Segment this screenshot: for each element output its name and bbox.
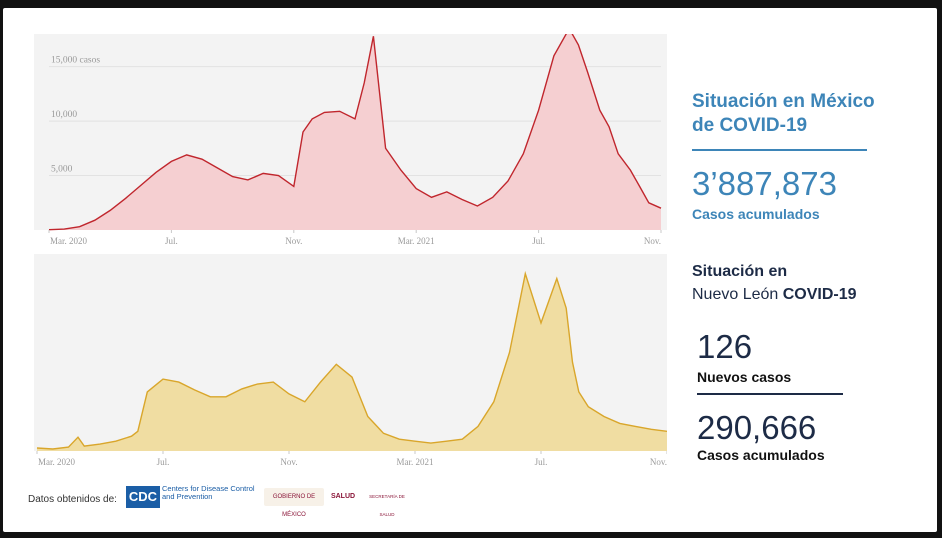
infographic-card: 5,000 10,000 15,000 casos Mar. 2020 Jul. Nov… (3, 8, 937, 532)
nl-new-label: Nuevos casos (697, 369, 792, 385)
sources-label: Datos obtenidos de: (28, 494, 117, 505)
divider (692, 149, 867, 151)
gobierno-mexico-logo: GOBIERNO DE MÉXICO (264, 488, 324, 518)
x-tick-label: Mar. 2020 (50, 236, 87, 246)
cdc-logo: CDC (126, 486, 160, 508)
nl-total-value: 290,666 (697, 409, 817, 446)
x-tick-label: Jul. (535, 457, 548, 467)
salud-logo: SALUD (330, 493, 356, 500)
sources-footer: Datos obtenidos de: CDC Centers for Dise… (28, 484, 448, 519)
divider (697, 393, 843, 395)
mexico-total-label: Casos acumulados (692, 206, 820, 222)
nl-new-value: 126 (697, 328, 753, 365)
y-tick-label: 15,000 casos (51, 56, 100, 66)
y-tick-label: 10,000 (51, 110, 77, 120)
y-tick-label: 5,000 (51, 165, 73, 175)
mexico-cases-chart: 5,000 10,000 15,000 casos Mar. 2020 Jul. Nov… (34, 34, 667, 246)
x-tick-label: Jul. (532, 236, 545, 246)
nl-title-region: Nuevo León (692, 286, 779, 303)
nl-title-line2: Nuevo León COVID-19 (692, 285, 857, 305)
mexico-title-line2: de COVID-19 (692, 115, 808, 136)
secretaria-salud-logo: SECRETARÍA DE SALUD (369, 494, 405, 517)
x-tick-label: Nov. (280, 457, 297, 467)
x-tick-label: Mar. 2020 (38, 457, 75, 467)
x-tick-label: Nov. (644, 236, 661, 246)
x-tick-label: Nov. (285, 236, 302, 246)
mexico-title-line1: Situación en México (692, 91, 875, 112)
x-tick-label: Jul. (165, 236, 178, 246)
x-tick-label: Jul. (157, 457, 170, 467)
nl-title-covid: COVID-19 (782, 286, 857, 303)
mexico-total-value: 3’887,873 (692, 165, 837, 202)
area-fill (37, 273, 667, 451)
nl-title-line1: Situación en (692, 263, 788, 280)
x-tick-label: Mar. 2021 (398, 236, 435, 246)
nuevo-leon-cases-chart: Mar. 2020 Jul. Nov. Mar. 2021 Jul. Nov. (34, 254, 667, 467)
nl-total-label: Casos acumulados (697, 447, 825, 463)
x-tick-label: Nov. (650, 457, 667, 467)
series-line (36, 270, 667, 450)
stats-panel: Situación en México de COVID-19 3’887,87… (683, 8, 933, 488)
cdc-name: Centers for Disease Control and Preventi… (162, 484, 255, 501)
series-line (48, 34, 662, 231)
x-tick-label: Mar. 2021 (397, 457, 434, 467)
